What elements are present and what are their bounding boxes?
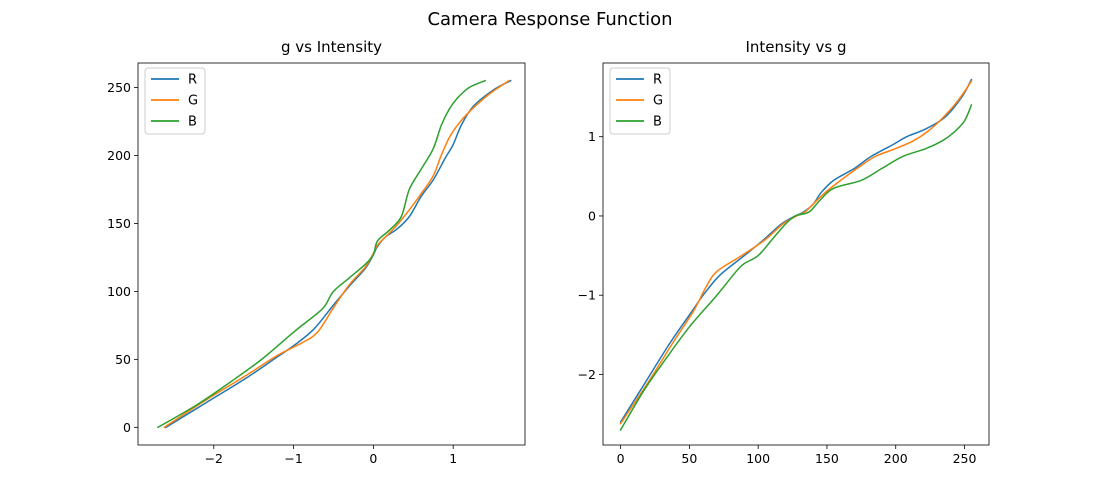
right-subplot-title: Intensity vs g bbox=[745, 38, 846, 56]
left-y-tick-label: 200 bbox=[107, 148, 131, 163]
right-y-tick-label: −2 bbox=[578, 367, 596, 382]
left-x-tick-label: 1 bbox=[449, 451, 457, 466]
right-y-tick-label: 0 bbox=[588, 208, 596, 223]
left-legend-label-R: R bbox=[188, 73, 197, 88]
left-y-tick-label: 150 bbox=[107, 216, 131, 231]
left-x-tick-label: −2 bbox=[205, 451, 223, 466]
left-y-tick-label: 0 bbox=[123, 420, 131, 435]
right-x-tick-label: 50 bbox=[681, 451, 697, 466]
left-y-tick-label: 50 bbox=[115, 352, 131, 367]
left-legend-label-G: G bbox=[188, 94, 198, 109]
right-series-line-B bbox=[619, 104, 973, 431]
right-series-line-R bbox=[619, 78, 973, 424]
figure-title: Camera Response Function bbox=[427, 9, 672, 30]
left-series-line-B bbox=[156, 79, 487, 429]
left-y-tick-label: 250 bbox=[107, 80, 131, 95]
right-legend-label-B: B bbox=[653, 115, 662, 130]
right-subplot: Intensity vs g 0 50 100 150 200 250 −2 −1 0 1 RGB bbox=[578, 38, 990, 466]
right-x-tick-label: 250 bbox=[953, 451, 977, 466]
right-series-line-G bbox=[619, 80, 973, 425]
right-axes-frame bbox=[602, 62, 990, 446]
left-legend-box bbox=[144, 67, 206, 135]
left-x-tick-label: −1 bbox=[284, 451, 302, 466]
left-legend: RGB bbox=[144, 67, 206, 135]
right-legend-label-G: G bbox=[653, 94, 663, 109]
left-legend-label-B: B bbox=[188, 115, 197, 130]
right-y-tick-label: 1 bbox=[588, 129, 596, 144]
right-x-tick-label: 100 bbox=[746, 451, 770, 466]
right-legend-box bbox=[609, 67, 671, 135]
left-series-line-R bbox=[164, 79, 512, 429]
left-subplot-title: g vs Intensity bbox=[281, 38, 382, 56]
left-y-tick-label: 100 bbox=[107, 284, 131, 299]
left-x-tick-label: 0 bbox=[369, 451, 377, 466]
right-x-tick-label: 150 bbox=[815, 451, 839, 466]
right-legend-label-R: R bbox=[653, 73, 662, 88]
right-x-tick-label: 200 bbox=[884, 451, 908, 466]
right-y-tick-label: −1 bbox=[578, 288, 596, 303]
left-axes-frame bbox=[137, 62, 526, 446]
right-x-tick-label: 0 bbox=[617, 451, 625, 466]
right-legend: RGB bbox=[609, 67, 671, 135]
left-subplot: g vs Intensity −2 −1 0 1 0 50 100 150 200 250 RGB bbox=[107, 38, 526, 466]
left-series-line-G bbox=[163, 79, 511, 429]
